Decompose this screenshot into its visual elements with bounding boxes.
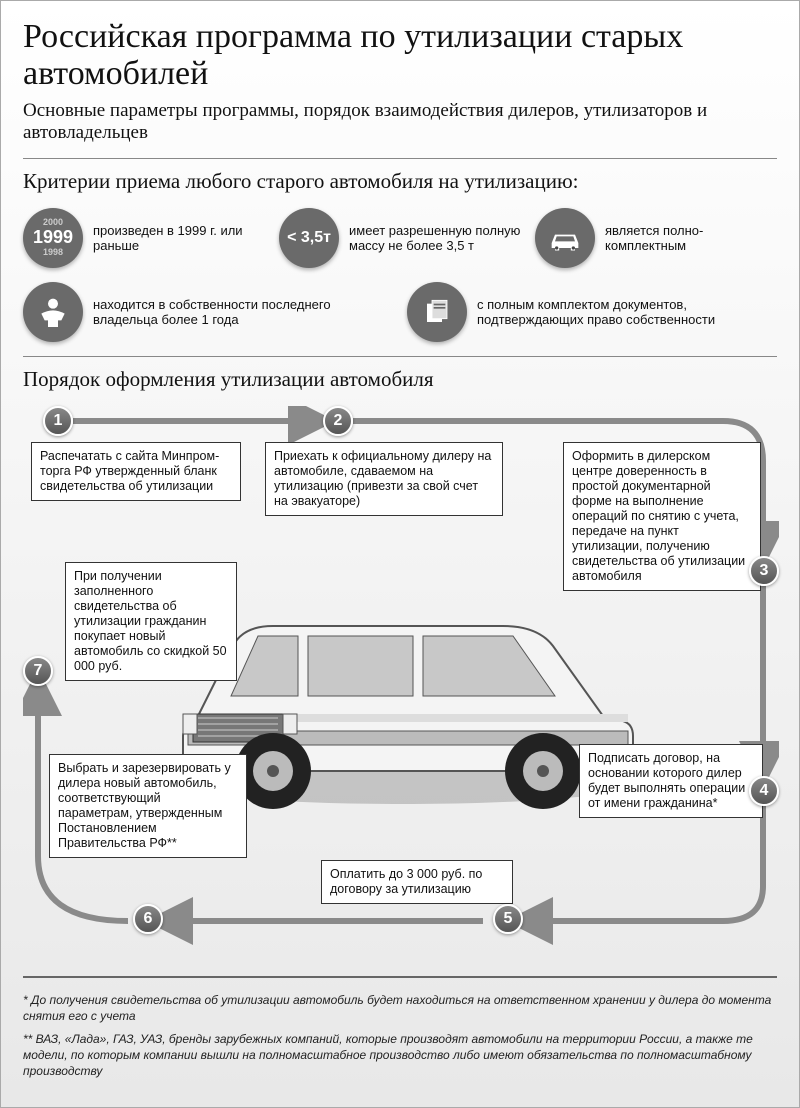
weight-icon: < 3,5т [279,208,339,268]
criteria-item-year: 2000 1999 1998 произведен в 1999 г. или … [23,208,265,268]
criteria-text: находится в собственности последнего вла… [93,297,393,328]
subtitle: Основные параметры программы, порядок вз… [23,100,777,144]
year-main: 1999 [33,228,73,248]
criteria-text: с полным комплектом документов, подтверж… [477,297,777,328]
step-box-3: Оформить в дилерском центре доверенность… [563,442,761,591]
step-box-7: При получении заполненного свидетельства… [65,562,237,681]
step-box-2: Приехать к официальному дилеру на автомо… [265,442,503,516]
step-num-2: 2 [323,406,353,436]
person-icon [23,282,83,342]
infographic-page: Российская программа по утилизации стары… [0,0,800,1108]
criteria-text: произведен в 1999 г. или раньше [93,223,265,254]
procedure-heading: Порядок оформления утилизации автомобиля [23,367,777,392]
criteria-heading: Критерии приема любого старого автомобил… [23,169,777,194]
step-num-6: 6 [133,904,163,934]
criteria-text: имеет разрешенную полную массу не более … [349,223,521,254]
criteria-row-2: находится в собственности последнего вла… [23,282,777,342]
docs-icon [407,282,467,342]
step-box-4: Подписать договор, на основании которого… [579,744,763,818]
step-num-7: 7 [23,656,53,686]
step-num-4: 4 [749,776,779,806]
criteria-item-weight: < 3,5т имеет разрешенную полную массу не… [279,208,521,268]
criteria-item-person: находится в собственности последнего вла… [23,282,393,342]
year-icon: 2000 1999 1998 [23,208,83,268]
main-title: Российская программа по утилизации стары… [23,19,777,92]
step-box-5: Оплатить до 3 000 руб. по договору за ут… [321,860,513,904]
step-num-3: 3 [749,556,779,586]
step-box-6: Выбрать и зарезервировать у дилера новый… [49,754,247,858]
step-num-1: 1 [43,406,73,436]
weight-label: < 3,5т [287,229,331,247]
footnote-2: ** ВАЗ, «Лада», ГАЗ, УАЗ, бренды зарубеж… [23,1031,777,1080]
divider-bottom [23,976,777,978]
divider [23,356,777,357]
criteria-text: является полно-комплектным [605,223,777,254]
flow-diagram: 1 2 3 4 5 6 7 Распечатать с сайта Минпро… [23,406,779,966]
step-num-5: 5 [493,904,523,934]
criteria-item-car: является полно-комплектным [535,208,777,268]
criteria-item-docs: с полным комплектом документов, подтверж… [407,282,777,342]
criteria-row-1: 2000 1999 1998 произведен в 1999 г. или … [23,208,777,268]
footnote-1: * До получения свидетельства об утилизац… [23,992,777,1024]
year-bottom: 1998 [43,248,63,258]
footnotes: * До получения свидетельства об утилизац… [23,992,777,1079]
divider [23,158,777,159]
step-box-1: Распечатать с сайта Минпром-торга РФ утв… [31,442,241,501]
car-icon [535,208,595,268]
